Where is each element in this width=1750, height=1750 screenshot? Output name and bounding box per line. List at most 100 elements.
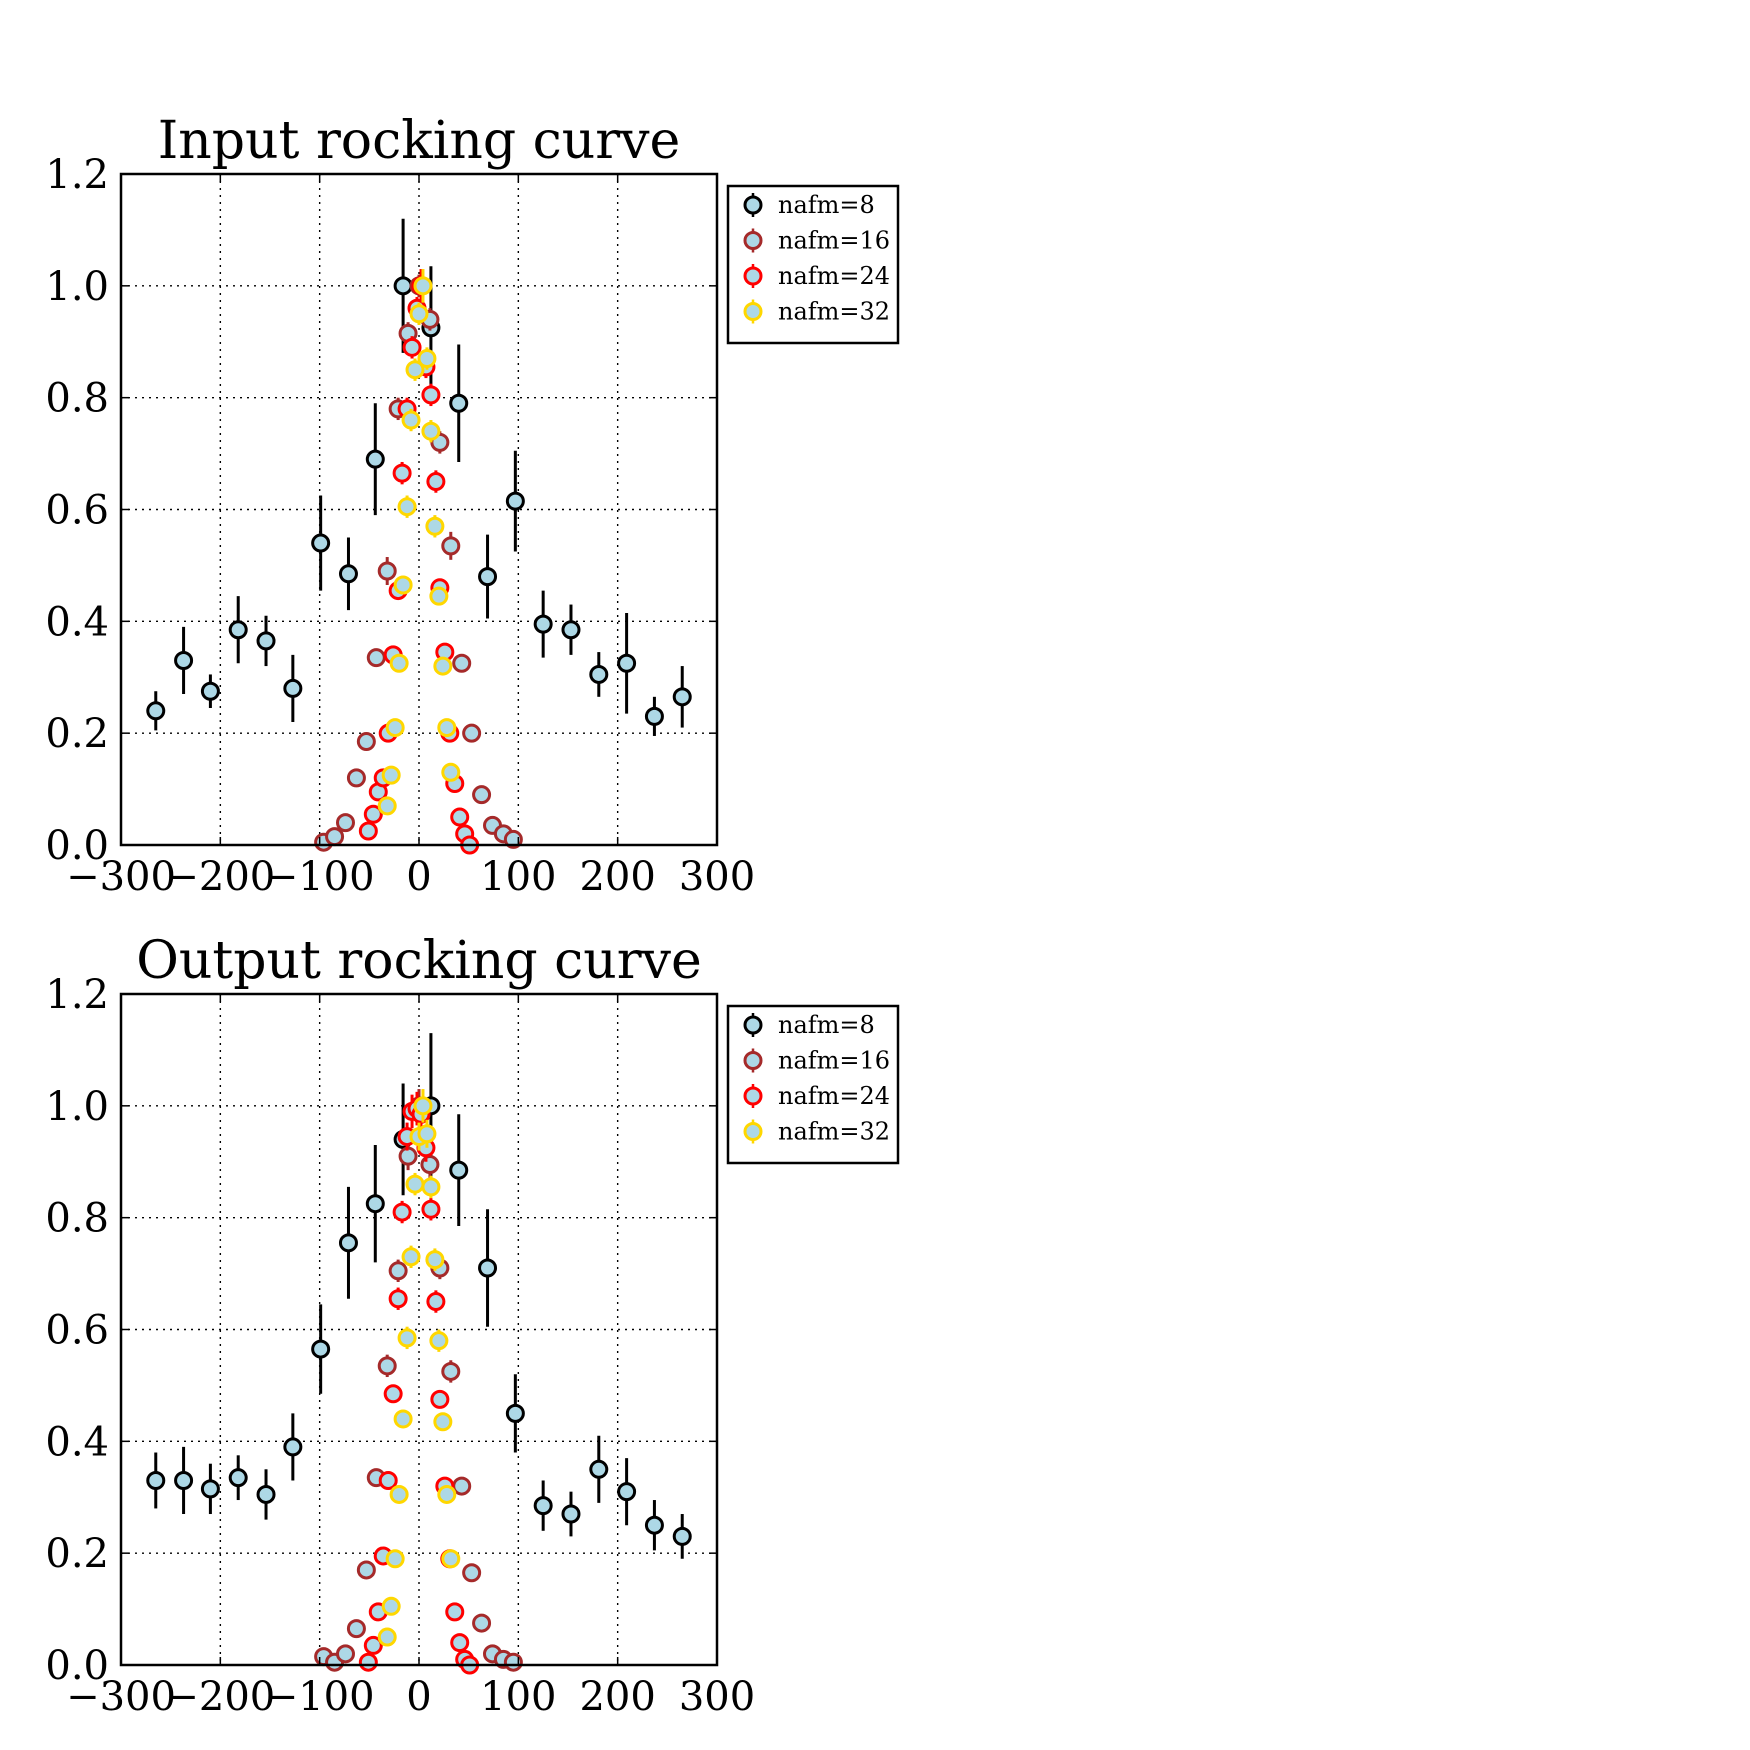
legend-marker	[743, 195, 763, 215]
data-point	[397, 1328, 417, 1348]
data-point	[437, 1484, 457, 1504]
data-point	[363, 1635, 383, 1655]
data-point	[311, 533, 331, 553]
data-point	[644, 1515, 664, 1535]
data-point	[417, 349, 437, 369]
data-point	[429, 586, 449, 606]
data-point	[441, 1549, 461, 1569]
legend-label: nafm=32	[778, 1118, 890, 1146]
series-nafm-32	[377, 269, 461, 816]
legend-marker	[743, 302, 763, 321]
data-point	[425, 516, 445, 536]
data-point	[450, 807, 470, 827]
data-point	[346, 768, 366, 788]
x-tick-label: −200	[165, 854, 275, 900]
data-point	[589, 664, 609, 684]
data-point	[381, 765, 401, 785]
chart-title: Input rocking curve	[158, 111, 681, 171]
data-point	[426, 1292, 446, 1312]
data-point	[335, 813, 355, 833]
data-point	[425, 1250, 445, 1270]
data-point	[393, 1409, 413, 1429]
data-point	[174, 1470, 194, 1490]
x-tick-label: 0	[406, 854, 431, 900]
data-point	[413, 1096, 433, 1116]
data-point	[356, 1560, 376, 1580]
data-point	[146, 1470, 166, 1490]
y-tick-label: 0.0	[45, 1643, 109, 1689]
data-point	[389, 1484, 409, 1504]
data-point	[146, 701, 166, 721]
data-point	[413, 276, 433, 296]
x-tick-label: 100	[480, 1674, 556, 1720]
data-point	[472, 1613, 492, 1633]
y-tick-label: 0.2	[45, 1531, 109, 1577]
data-point	[338, 564, 358, 584]
x-tick-label: 200	[579, 1674, 655, 1720]
y-tick-label: 0.8	[45, 376, 109, 422]
legend-label: nafm=16	[778, 227, 890, 255]
series-nafm-32	[377, 1089, 461, 1647]
data-point	[335, 1644, 355, 1664]
y-tick-label: 0.8	[45, 1196, 109, 1242]
data-point	[417, 1124, 437, 1144]
data-point	[561, 1504, 581, 1524]
data-point	[420, 1155, 440, 1175]
data-point	[617, 653, 637, 673]
data-point	[472, 785, 492, 805]
legend-marker	[743, 231, 763, 250]
data-point	[389, 653, 409, 673]
data-point	[392, 463, 412, 483]
data-point	[430, 1389, 450, 1409]
x-tick-label: 200	[579, 854, 655, 900]
data-point	[437, 718, 457, 738]
legend-marker	[743, 1015, 763, 1035]
data-point	[441, 536, 461, 556]
data-point	[449, 393, 469, 413]
data-point	[452, 653, 472, 673]
data-point	[377, 561, 397, 581]
legend-label: nafm=24	[778, 1082, 890, 1110]
data-point	[405, 1174, 425, 1194]
legend: nafm=8 nafm=16 nafm=24 nafm=32	[726, 184, 900, 345]
legend-marker	[743, 266, 763, 286]
data-point	[378, 1470, 398, 1490]
data-point	[325, 827, 345, 847]
data-point	[228, 620, 248, 640]
data-point	[401, 410, 421, 430]
data-point	[672, 687, 692, 707]
x-tick-label: −300	[66, 854, 176, 900]
data-point	[283, 1437, 303, 1457]
data-point	[385, 1549, 405, 1569]
data-point	[388, 1289, 408, 1309]
data-point	[445, 1602, 465, 1622]
legend-label: nafm=24	[778, 262, 890, 290]
legend-label: nafm=32	[778, 298, 890, 326]
data-point	[462, 723, 482, 743]
data-point	[533, 1496, 553, 1516]
data-point	[228, 1468, 248, 1488]
data-point	[421, 421, 441, 441]
data-point	[377, 1356, 397, 1376]
data-point	[256, 1484, 276, 1504]
data-point	[505, 491, 525, 511]
x-tick-label: 0	[406, 1674, 431, 1720]
legend-marker	[743, 1051, 763, 1070]
y-tick-label: 1.0	[45, 1084, 109, 1130]
input-rocking-curve-panel: −300−200−100 0 100 200 300 0.0 0.2 0.4 0.6 0.8 1.0…	[45, 111, 900, 900]
legend-label: nafm=8	[778, 1011, 875, 1039]
data-point	[366, 648, 386, 668]
y-tick-label: 0.2	[45, 711, 109, 757]
data-point	[441, 762, 461, 782]
data-point	[433, 1412, 453, 1432]
data-point	[365, 1194, 385, 1214]
data-point	[617, 1482, 637, 1502]
data-point	[421, 1177, 441, 1197]
legend-marker	[743, 1086, 763, 1106]
data-point	[561, 620, 581, 640]
chart-title: Output rocking curve	[136, 931, 702, 991]
data-point	[441, 1361, 461, 1381]
data-point	[388, 1261, 408, 1281]
data-point	[200, 681, 220, 701]
